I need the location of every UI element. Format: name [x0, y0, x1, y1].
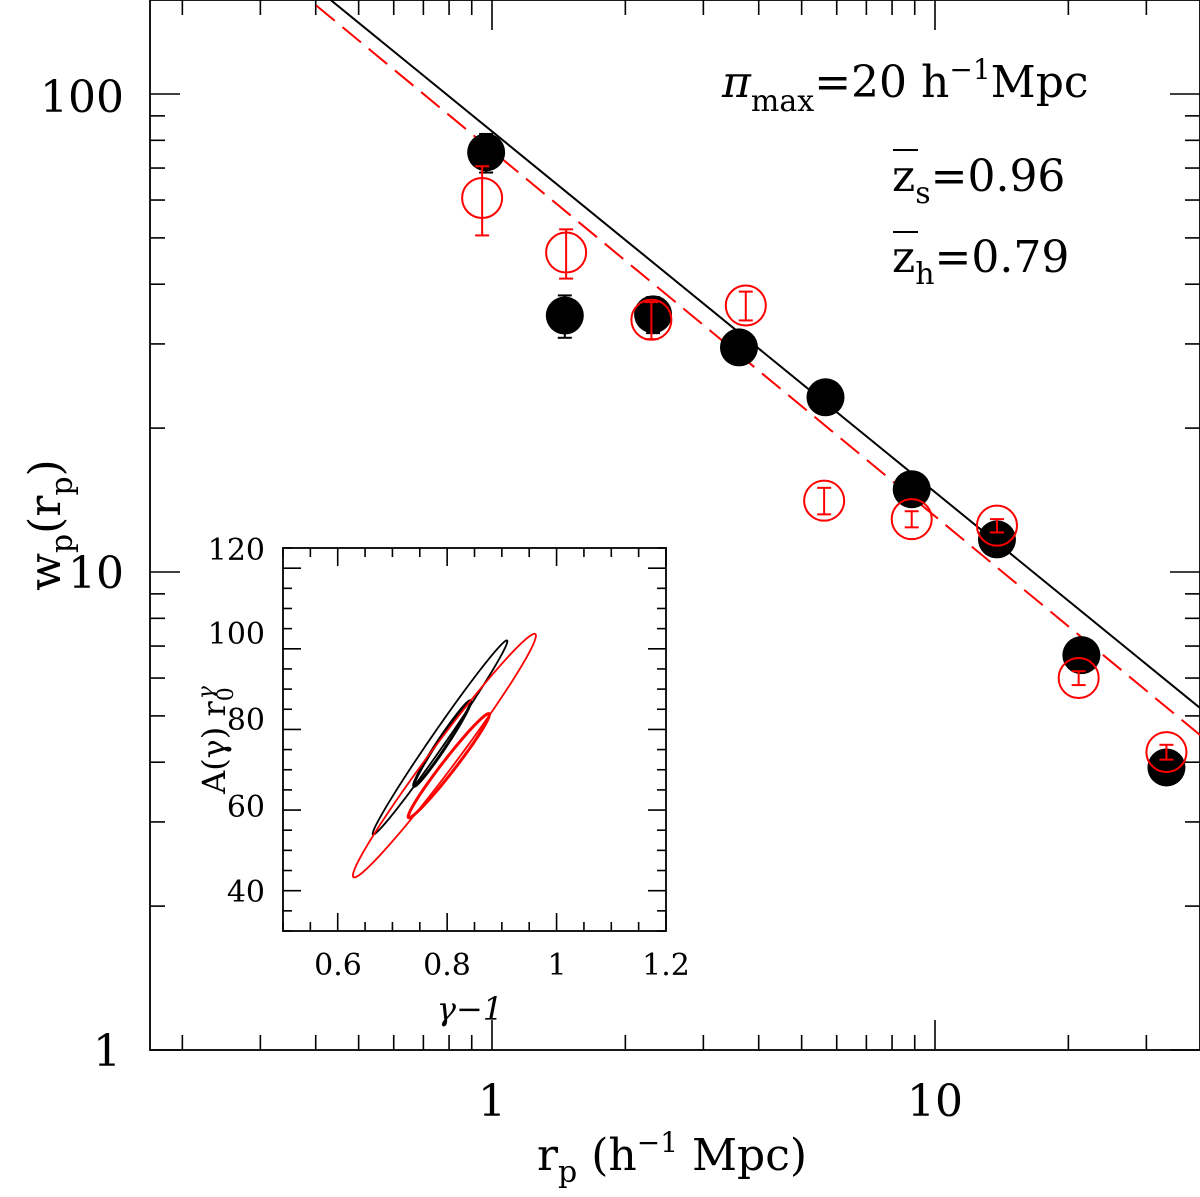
filled-circle-point [719, 328, 758, 367]
inset-x-tick-0.8: 0.8 [423, 948, 471, 983]
inset-y-tick-60: 60 [227, 790, 265, 825]
point-marker [890, 498, 933, 541]
point-marker [1145, 731, 1188, 774]
y-tick-label-10: 10 [68, 548, 124, 599]
filled-circle-point [892, 470, 931, 509]
inset-y-tick-100: 100 [208, 617, 265, 652]
open-circle-point [1145, 731, 1188, 774]
open-circle-point [545, 228, 588, 280]
inset-y-tick-80: 80 [227, 703, 265, 738]
inset-x-tick-1.2: 1.2 [642, 948, 690, 983]
annotation-pi-max: πmax=20 h−1Mpc [721, 53, 1089, 119]
contour-outer [371, 639, 509, 836]
inset-x-axis-label: γ−1 [437, 990, 503, 1028]
contour-inner [412, 699, 473, 788]
open-circle-point [890, 498, 933, 541]
open-circle-point [975, 504, 1018, 547]
x-axis-label: rp (h−1 Mpc) [537, 1126, 807, 1190]
main-axis-ticks [150, 0, 1200, 1051]
inset-y-tick-40: 40 [227, 875, 265, 910]
open-circle-point [461, 165, 504, 237]
point-marker [1057, 657, 1100, 700]
contour-outer [351, 632, 537, 879]
inset-x-tick-0.6: 0.6 [314, 948, 362, 983]
filled-circle-point [545, 294, 584, 339]
filled-circle-point [806, 378, 845, 417]
inset-y-axis-label: A(γ) r0γ [194, 685, 239, 795]
inset-y-tick-120: 120 [208, 533, 265, 568]
filled-circle-point [467, 132, 506, 174]
x-tick-label-10: 10 [907, 1076, 963, 1127]
open-circle-point [724, 284, 767, 327]
y-tick-label-1: 1 [93, 1026, 121, 1077]
inset-axis-ticks [282, 547, 667, 932]
y-tick-label-100: 100 [40, 72, 124, 123]
inset-contours [351, 632, 537, 879]
point-marker [724, 284, 767, 327]
y-axis-label: wp(rp) [20, 459, 80, 590]
x-tick-label-1: 1 [478, 1076, 506, 1127]
point-marker [803, 479, 846, 522]
filled-circle-point [1147, 748, 1186, 787]
open-circle-point [630, 298, 673, 341]
open-circle-point [803, 479, 846, 522]
data-points [461, 132, 1188, 787]
main-plot-frame [149, 0, 1200, 1051]
annotation-z-h: zh=0.79 [892, 232, 1069, 292]
contour-inner [406, 712, 491, 820]
filled-circle-point [977, 520, 1016, 559]
filled-circle-point [634, 295, 673, 335]
inset-x-tick-1: 1 [547, 948, 566, 983]
open-circle-point [1057, 657, 1100, 700]
filled-circle-point [1062, 636, 1101, 675]
annotation-z-s: zs=0.96 [892, 151, 1065, 211]
point-marker [975, 504, 1018, 547]
